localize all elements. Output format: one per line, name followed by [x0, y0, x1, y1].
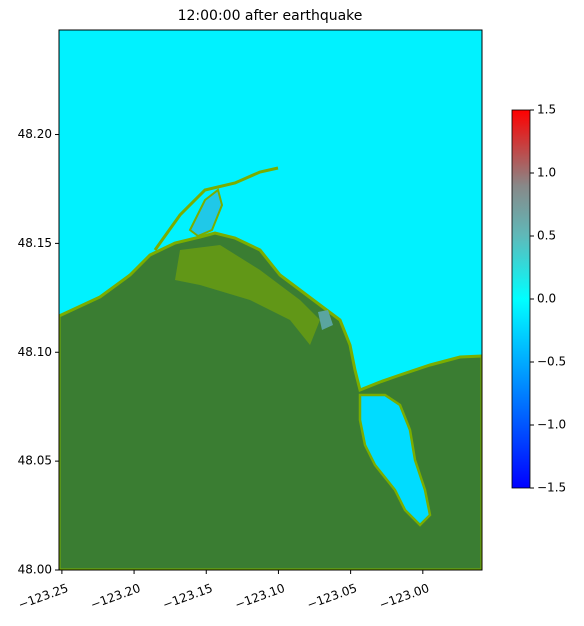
land — [59, 231, 482, 570]
colorbar-tick-label: 0.0 — [537, 292, 556, 306]
x-tick-label: −123.10 — [233, 581, 287, 612]
colorbar-tick-label: 1.5 — [537, 103, 556, 117]
colorbar — [511, 109, 531, 489]
y-tick-label: 48.05 — [18, 454, 52, 468]
chart-title: 12:00:00 after earthquake — [178, 8, 363, 24]
pond — [318, 310, 333, 330]
axes-frame — [58, 29, 483, 571]
inner-lagoon — [188, 188, 224, 238]
y-tick-label: 48.20 — [18, 127, 52, 141]
y-tick-label: 48.15 — [18, 236, 52, 250]
x-tick-label: −123.15 — [161, 581, 215, 612]
y-tick-label: 48.00 — [18, 563, 52, 577]
map-field — [59, 30, 482, 570]
colorbar-tick-label: −1.5 — [537, 481, 566, 495]
colorbar-tick-label: 1.0 — [537, 166, 556, 180]
spit — [153, 166, 279, 251]
colorbar-tick-label: −0.5 — [537, 355, 566, 369]
x-tick-label: −123.25 — [16, 581, 70, 612]
lagoon — [358, 393, 432, 527]
x-tick-label: −123.05 — [305, 581, 359, 612]
colorbar-tick-label: 0.5 — [537, 229, 556, 243]
y-tick-label: 48.10 — [18, 345, 52, 359]
colorbar-tick-label: −1.0 — [537, 418, 566, 432]
x-tick-label: −123.00 — [377, 581, 431, 612]
shallow — [175, 245, 320, 345]
x-tick-label: −123.20 — [89, 581, 143, 612]
